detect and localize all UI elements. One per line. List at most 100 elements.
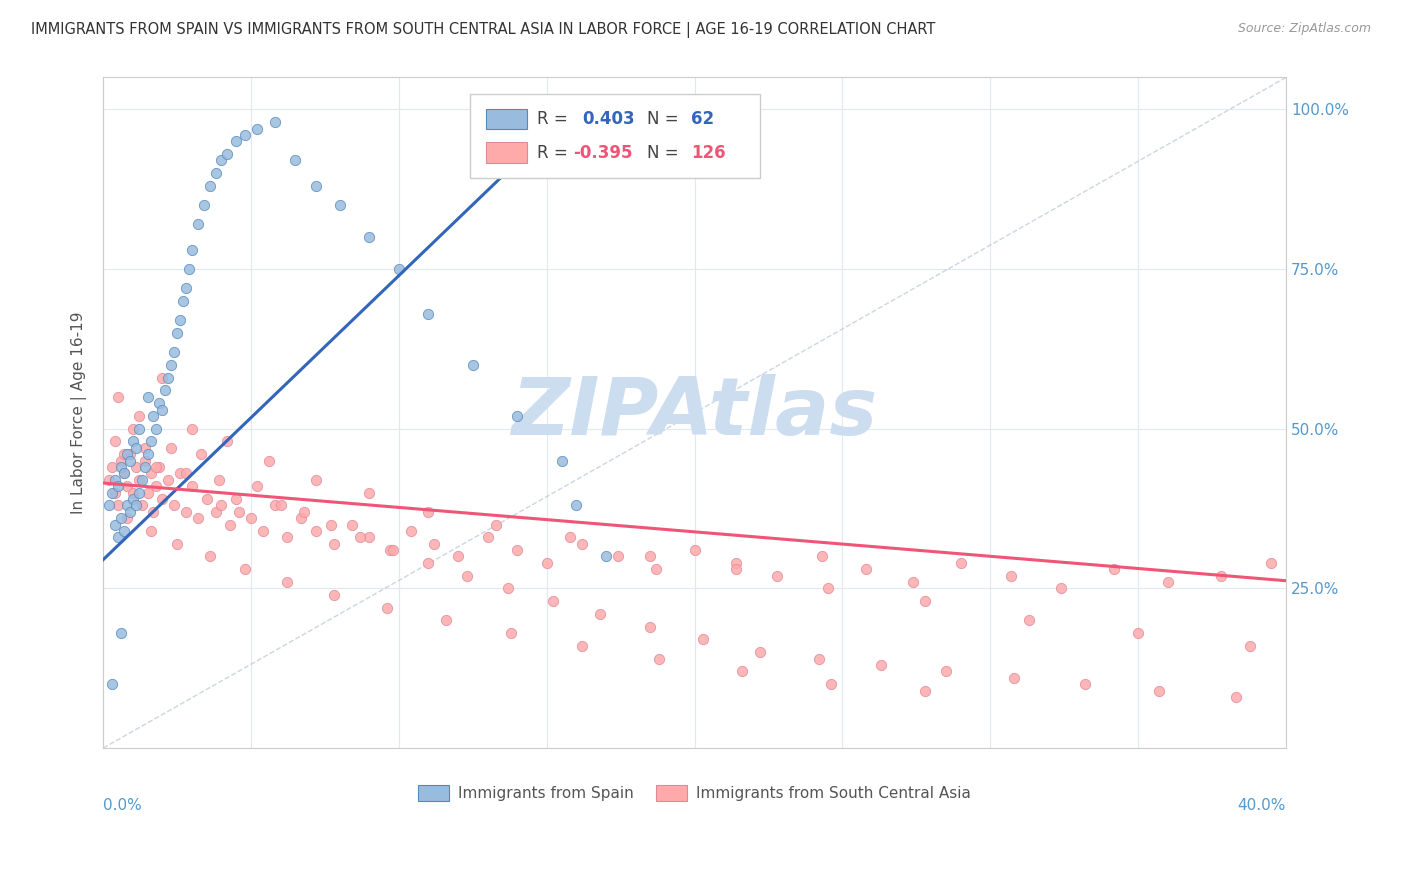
Point xyxy=(359,230,381,244)
Point xyxy=(177,262,200,277)
Point xyxy=(817,582,839,596)
Point xyxy=(329,198,352,212)
Point xyxy=(724,562,747,576)
Point xyxy=(174,467,197,481)
Point xyxy=(807,651,830,665)
Point xyxy=(166,326,188,340)
Point xyxy=(104,434,127,449)
Point xyxy=(388,262,411,277)
Point xyxy=(1157,574,1180,589)
Point xyxy=(142,505,165,519)
Point xyxy=(204,166,226,180)
Point xyxy=(163,499,186,513)
Point xyxy=(112,467,135,481)
Point xyxy=(1260,556,1282,570)
Point xyxy=(136,447,159,461)
Point xyxy=(1104,562,1126,576)
Point xyxy=(418,556,440,570)
Point xyxy=(112,447,135,461)
Point xyxy=(187,217,209,231)
Point xyxy=(225,134,247,148)
Point xyxy=(174,281,197,295)
Point xyxy=(125,499,148,513)
Point xyxy=(150,402,173,417)
Point xyxy=(692,632,714,647)
Text: 0.0%: 0.0% xyxy=(103,798,142,814)
Point xyxy=(263,499,285,513)
Point xyxy=(115,511,138,525)
Point xyxy=(118,447,141,461)
Point xyxy=(233,562,256,576)
Point xyxy=(399,524,422,538)
Point xyxy=(498,582,520,596)
Text: 126: 126 xyxy=(690,144,725,161)
Point xyxy=(382,543,405,558)
Point xyxy=(645,562,668,576)
Point xyxy=(139,524,162,538)
Point xyxy=(98,473,121,487)
Point xyxy=(1074,677,1097,691)
Point xyxy=(169,313,191,327)
Point xyxy=(204,505,226,519)
Point xyxy=(110,511,132,525)
Point xyxy=(506,543,529,558)
Point xyxy=(359,485,381,500)
Text: N =: N = xyxy=(647,144,685,161)
Point xyxy=(104,485,127,500)
Point xyxy=(536,556,558,570)
Point xyxy=(180,243,202,257)
Point xyxy=(125,441,148,455)
Text: ZIPAtlas: ZIPAtlas xyxy=(512,374,877,451)
Point xyxy=(571,639,593,653)
Point xyxy=(903,574,925,589)
Point xyxy=(418,307,440,321)
Point xyxy=(359,530,381,544)
Point xyxy=(148,396,170,410)
Point xyxy=(110,460,132,475)
Point xyxy=(375,600,398,615)
Point xyxy=(169,467,191,481)
Point xyxy=(118,453,141,467)
Point xyxy=(131,499,153,513)
Point xyxy=(101,677,124,691)
Point xyxy=(104,473,127,487)
Point xyxy=(155,384,177,398)
Point xyxy=(139,467,162,481)
Point xyxy=(107,390,129,404)
Point xyxy=(128,409,150,423)
Point xyxy=(322,588,344,602)
Point xyxy=(305,524,328,538)
Point xyxy=(246,121,269,136)
Point xyxy=(423,536,446,550)
Point xyxy=(112,524,135,538)
Point xyxy=(180,422,202,436)
Point xyxy=(485,517,508,532)
Point xyxy=(322,536,344,550)
Point xyxy=(112,467,135,481)
Point xyxy=(1018,613,1040,627)
Point xyxy=(418,505,440,519)
Point xyxy=(115,499,138,513)
Point xyxy=(134,441,156,455)
Point xyxy=(349,530,371,544)
Point xyxy=(378,543,401,558)
FancyBboxPatch shape xyxy=(470,95,759,178)
Point xyxy=(606,549,628,564)
Point xyxy=(219,517,242,532)
Point xyxy=(683,543,706,558)
Point xyxy=(565,499,588,513)
Point xyxy=(1000,568,1022,582)
Point xyxy=(211,153,233,168)
Point xyxy=(434,613,457,627)
Point xyxy=(477,530,499,544)
Point xyxy=(190,447,212,461)
Point xyxy=(217,434,239,449)
Point xyxy=(136,390,159,404)
Point xyxy=(110,626,132,640)
Point xyxy=(107,479,129,493)
Text: R =: R = xyxy=(537,144,574,161)
Point xyxy=(724,556,747,570)
Point xyxy=(198,549,221,564)
Point xyxy=(506,409,529,423)
Point xyxy=(501,626,523,640)
